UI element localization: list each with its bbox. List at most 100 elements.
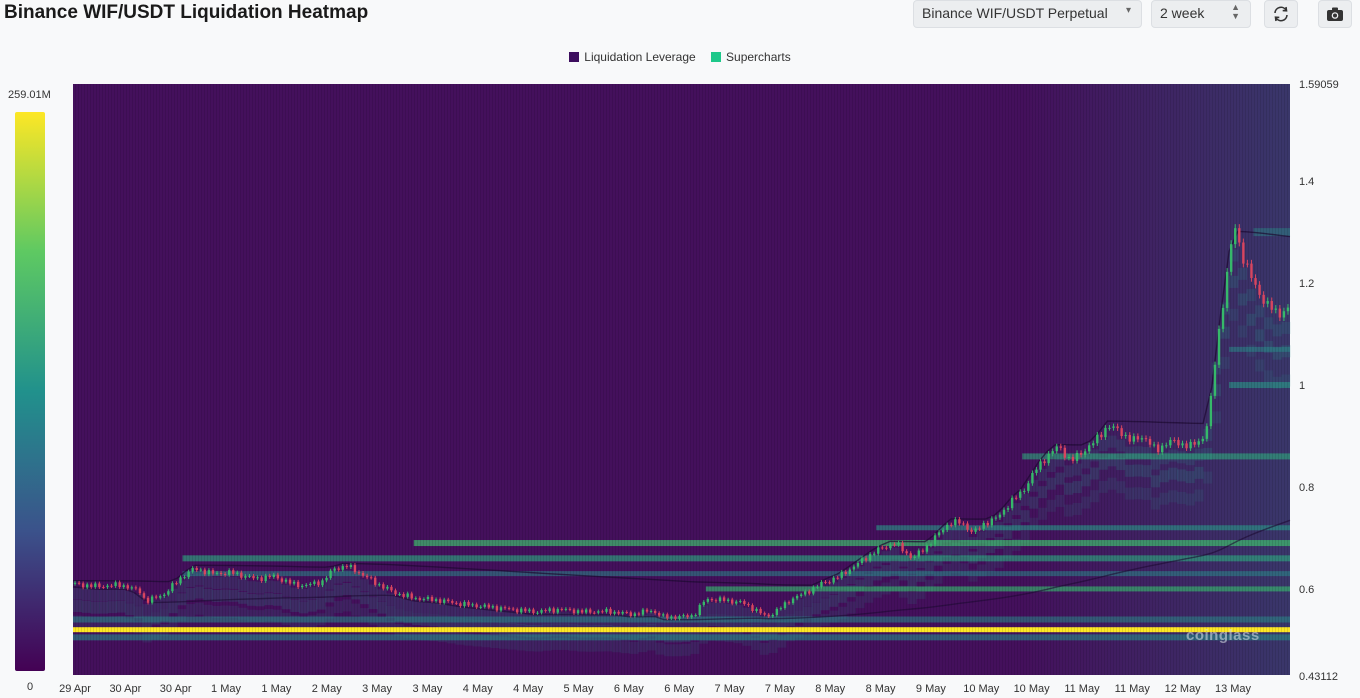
candle-body xyxy=(479,606,482,608)
candle-body xyxy=(154,596,158,598)
candle-body xyxy=(1270,301,1273,310)
candle-body xyxy=(163,594,166,597)
legend-swatch xyxy=(711,52,722,62)
candle-body xyxy=(1209,395,1213,427)
candle-body xyxy=(1152,444,1156,446)
candle-body xyxy=(958,519,961,524)
candle-body xyxy=(272,574,276,577)
candle-body xyxy=(528,609,531,612)
candle-body xyxy=(1165,445,1168,447)
camera-icon xyxy=(1327,7,1343,21)
candle-body xyxy=(1274,308,1278,310)
candle-body xyxy=(1104,427,1107,438)
candle-body xyxy=(1193,441,1196,445)
range-select[interactable]: 2 week ▲ ▼ xyxy=(1151,0,1251,28)
candle-body xyxy=(1006,508,1010,510)
candle-body xyxy=(447,599,450,602)
x-tick-label: 11 May xyxy=(1064,683,1100,695)
candle-body xyxy=(369,577,373,579)
candle-body xyxy=(974,528,977,532)
candle-body xyxy=(629,612,632,617)
candle-body xyxy=(584,609,588,613)
candle-body xyxy=(710,599,714,601)
market-select-value: Binance WIF/USDT Perpetual xyxy=(922,5,1108,21)
candle-body xyxy=(933,535,937,545)
candle-body xyxy=(345,566,349,568)
candle-body xyxy=(134,587,138,589)
candle-body xyxy=(507,608,511,610)
candle-body xyxy=(990,518,994,526)
candle-body xyxy=(1201,438,1204,442)
candle-body xyxy=(799,594,803,596)
x-tick-label: 4 May xyxy=(513,683,543,695)
candle-body xyxy=(1128,434,1131,442)
candle-body xyxy=(589,609,592,613)
candle-body xyxy=(954,519,957,526)
candle-body xyxy=(633,613,637,617)
candle-body xyxy=(982,522,985,529)
screenshot-button[interactable] xyxy=(1318,0,1352,28)
x-tick-label: 12 May xyxy=(1165,683,1202,695)
candle-body xyxy=(893,544,896,546)
candle-body xyxy=(678,616,681,619)
candle-body xyxy=(248,575,251,577)
chart-legend: Liquidation Leverage Supercharts xyxy=(0,50,1360,65)
candle-body xyxy=(232,570,235,574)
candle-body xyxy=(1189,441,1192,449)
candle-body xyxy=(317,581,320,586)
candle-body xyxy=(483,604,486,607)
candle-body xyxy=(1161,445,1164,453)
candle-body xyxy=(191,568,194,572)
candle-body xyxy=(130,587,134,589)
candle-body xyxy=(333,568,336,571)
price-candles xyxy=(73,224,1290,621)
candle-body xyxy=(897,542,900,545)
candle-body xyxy=(694,615,697,617)
candle-body xyxy=(240,572,243,578)
candle-body xyxy=(390,586,393,591)
candle-body xyxy=(962,523,965,525)
candle-body xyxy=(1014,497,1018,499)
x-tick-label: 10 May xyxy=(963,683,1000,695)
candle-body xyxy=(917,550,921,557)
candle-body xyxy=(1238,228,1241,243)
candle-body xyxy=(459,603,462,607)
legend-item-liquidation[interactable]: Liquidation Leverage xyxy=(569,50,696,64)
candle-body xyxy=(438,599,442,603)
candle-body xyxy=(625,611,628,613)
candle-body xyxy=(313,581,316,584)
legend-item-supercharts[interactable]: Supercharts xyxy=(711,50,791,64)
header: Binance WIF/USDT Liquidation Heatmap Bin… xyxy=(0,0,1360,38)
candle-body xyxy=(775,608,779,615)
candle-body xyxy=(828,582,831,584)
candle-body xyxy=(1205,426,1209,439)
candle-body xyxy=(686,615,689,618)
y-tick-label: 1.59059 xyxy=(1299,79,1339,91)
candle-body xyxy=(1169,439,1172,446)
candle-body xyxy=(621,611,624,614)
market-select[interactable]: Binance WIF/USDT Perpetual ▾ xyxy=(913,0,1142,28)
candle-body xyxy=(568,608,572,610)
candle-body xyxy=(1136,436,1140,440)
candle-body xyxy=(455,602,458,604)
candle-body xyxy=(126,585,129,589)
candle-body xyxy=(1213,364,1217,396)
candle-body xyxy=(118,582,121,588)
candle-body xyxy=(171,583,174,592)
candle-body xyxy=(434,599,438,601)
candle-body xyxy=(921,550,925,552)
candle-body xyxy=(256,577,259,579)
candle-body xyxy=(1217,328,1221,365)
candle-body xyxy=(471,604,474,606)
candle-body xyxy=(609,608,612,614)
refresh-button[interactable] xyxy=(1264,0,1298,28)
candle-body xyxy=(925,545,929,552)
candle-body xyxy=(540,610,543,613)
legend-swatch xyxy=(569,52,580,62)
candle-body xyxy=(511,608,515,610)
candle-body xyxy=(1108,427,1111,429)
candle-body xyxy=(1156,444,1160,453)
candle-body xyxy=(398,594,401,596)
candle-body xyxy=(1079,452,1083,455)
